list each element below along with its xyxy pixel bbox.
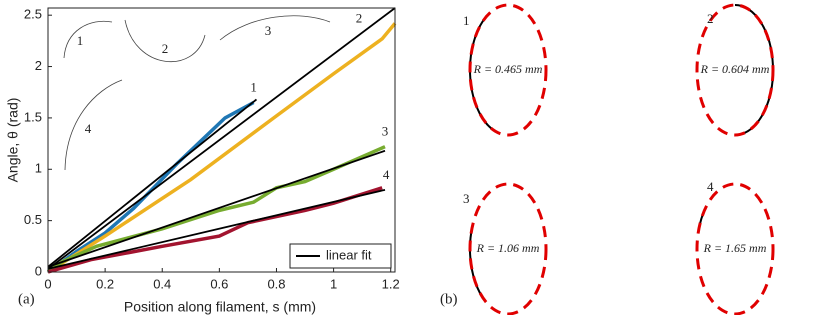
circle-label: 3	[463, 191, 470, 206]
inset-label: 3	[265, 23, 272, 38]
inset-curve	[63, 20, 113, 59]
fit-circle	[695, 3, 775, 137]
series-label: 1	[250, 79, 257, 94]
x-tick-label: 0.8	[267, 276, 285, 291]
y-tick-label: 1.5	[24, 109, 42, 124]
radius-label: R = 1.65 mm	[703, 241, 767, 255]
series-label: 2	[356, 10, 363, 25]
circle-label: 1	[463, 13, 470, 28]
data-line	[47, 22, 397, 274]
series-label: 3	[382, 124, 389, 139]
fit-circle	[468, 3, 548, 137]
legend-label: linear fit	[326, 247, 372, 262]
insets	[63, 15, 331, 171]
inset-label: 1	[77, 33, 84, 48]
inset-curve	[64, 79, 123, 171]
data-line	[46, 145, 386, 274]
fit-line	[47, 7, 396, 270]
circle-label: 2	[707, 11, 714, 26]
x-tick-label: 0.6	[210, 276, 228, 291]
fit-line	[47, 188, 386, 270]
y-tick-label: 2.5	[24, 7, 42, 22]
x-axis-label: Position along filament, s (mm)	[124, 299, 316, 315]
inset-curve	[124, 19, 206, 63]
series-label: 4	[383, 167, 390, 182]
x-tick-label: 0.4	[153, 276, 171, 291]
plot-frame	[47, 7, 396, 273]
panel-label: (b)	[440, 291, 458, 307]
y-tick-label: 0	[35, 263, 42, 278]
y-tick-label: 1	[35, 161, 42, 176]
fit-circle	[695, 182, 775, 315]
data-line	[46, 100, 255, 274]
y-tick-label: 0.5	[24, 212, 42, 227]
radius-label: R = 0.465 mm	[473, 62, 543, 76]
fit-circle	[468, 182, 548, 315]
y-axis-label: Angle, θ (rad)	[5, 98, 21, 183]
fit-line	[47, 98, 258, 268]
x-tick-label: 0.2	[96, 276, 114, 291]
radius-label: R = 0.604 mm	[700, 62, 770, 76]
circle-label: 4	[707, 179, 714, 194]
panel-label: (a)	[18, 291, 35, 307]
radius-label: R = 1.06 mm	[476, 241, 540, 255]
y-tick-label: 2	[35, 58, 42, 73]
data-line	[47, 186, 383, 274]
inset-label: 2	[162, 41, 169, 56]
x-tick-label: 1	[330, 276, 337, 291]
x-tick-label: 0	[44, 276, 51, 291]
inset-label: 4	[85, 121, 92, 136]
x-tick-label: 1.2	[382, 276, 400, 291]
fit-line	[47, 149, 386, 268]
inset-curve	[219, 15, 331, 41]
